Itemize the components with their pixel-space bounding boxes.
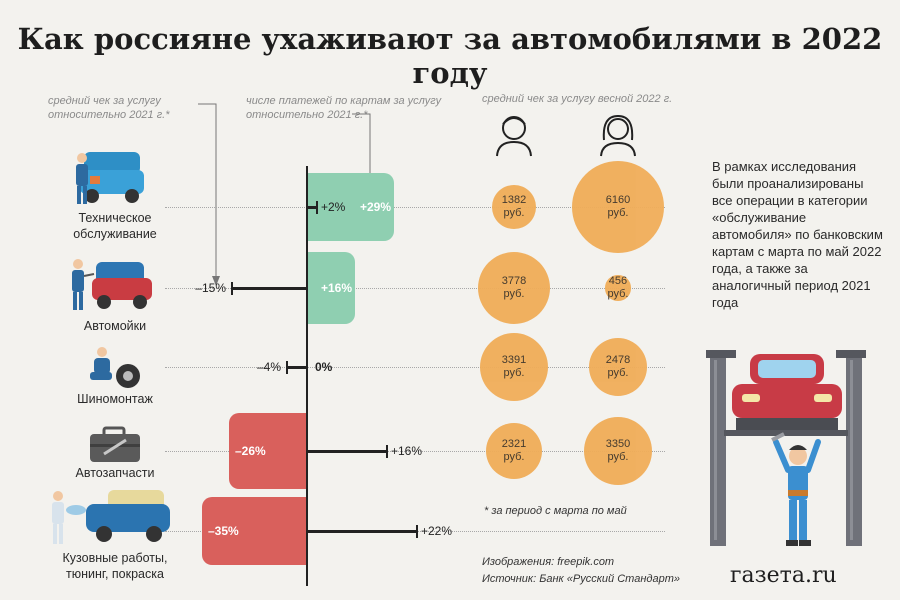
row-guide-line <box>165 367 665 368</box>
change-marker-label: +16% <box>391 444 423 458</box>
avg-check-bubble: 3391 руб. <box>479 332 549 402</box>
car-painting-icon <box>52 490 170 544</box>
avg-check-bubble-label: 1382 руб. <box>501 193 527 219</box>
note-avg-check-spring: средний чек за услугу весной 2022 г. <box>482 93 673 105</box>
change-marker-tick <box>386 445 388 458</box>
avg-check-bubble: 2321 руб. <box>485 422 543 480</box>
image-credit: Изображения: freepik.com <box>482 556 615 568</box>
avg-check-bubble: 3350 руб. <box>583 416 653 486</box>
change-marker-line <box>307 450 387 453</box>
avg-check-bubble-label: 456 руб. <box>607 274 629 300</box>
bar <box>307 252 355 324</box>
avg-check-bubble: 2478 руб. <box>588 337 648 397</box>
page-title: Как россияне ухаживают за автомобилями в… <box>17 22 883 90</box>
avg-check-bubble-label: 2321 руб. <box>501 437 527 463</box>
change-marker-label: –4% <box>256 360 281 374</box>
change-marker-line <box>232 287 307 290</box>
note-check-change: средний чек за услугу относительно 2021 … <box>48 95 170 121</box>
avg-check-bubble-label: 3350 руб. <box>605 437 631 463</box>
avg-check-bubble-label: 3391 руб. <box>501 353 527 379</box>
change-marker-label: –15% <box>195 281 226 295</box>
study-description: В рамках исследования были проанализиров… <box>712 159 883 310</box>
bar-label: +29% <box>360 200 392 214</box>
row-guide-line <box>165 207 665 208</box>
change-marker-tick <box>231 282 233 295</box>
change-marker-line <box>287 366 307 369</box>
change-marker-label: +2% <box>321 200 346 214</box>
change-marker-tick <box>286 361 288 374</box>
category-label-car-wash: Автомойки <box>83 319 147 333</box>
car-service-icon <box>76 152 144 204</box>
row-guide-line <box>165 451 665 452</box>
category-label-tire-service: Шиномонтаж <box>77 392 153 406</box>
change-marker-line <box>307 206 317 209</box>
bar <box>307 173 394 241</box>
category-label-auto-parts: Автозапчасти <box>75 466 155 480</box>
category-label-body-work: Кузовные работы, тюнинг, покраска <box>62 551 168 581</box>
row-guide-line <box>165 288 665 289</box>
avg-check-bubble: 1382 руб. <box>492 185 536 229</box>
man-icon <box>496 116 532 157</box>
change-marker-tick <box>416 525 418 538</box>
category-label-maintenance: Техническое обслуживание <box>73 211 157 241</box>
woman-icon <box>600 114 636 157</box>
car-wash-icon <box>72 259 152 310</box>
footnote: * за период с марта по май <box>484 505 627 517</box>
avg-check-bubble-label: 6160 руб. <box>605 193 631 219</box>
tire-service-icon <box>90 347 140 388</box>
car-lift-mechanic-icon <box>706 350 866 546</box>
note-card-payments: числе платежей по картам за услугу относ… <box>246 95 442 121</box>
brand-logo: газета.ru <box>730 563 837 588</box>
bar-label: –35% <box>208 524 239 538</box>
avg-check-bubble-label: 3778 руб. <box>501 274 527 300</box>
bar <box>202 497 307 565</box>
avg-check-bubble: 456 руб. <box>605 274 631 301</box>
chart-zero-axis <box>306 166 308 586</box>
avg-check-bubble-label: 2478 руб. <box>605 353 631 379</box>
bar-label: –26% <box>235 444 266 458</box>
bar-label: +16% <box>321 281 353 295</box>
change-marker-label: +22% <box>421 524 453 538</box>
data-source: Источник: Банк «Русский Стандарт» <box>482 573 680 585</box>
change-marker-line <box>307 530 417 533</box>
change-marker-tick <box>316 201 318 214</box>
avg-check-bubble: 3778 руб. <box>477 251 551 325</box>
avg-check-bubble: 6160 руб. <box>571 160 665 254</box>
bar <box>229 413 307 489</box>
bar-label: 0% <box>315 360 333 374</box>
toolbox-icon <box>90 426 140 462</box>
